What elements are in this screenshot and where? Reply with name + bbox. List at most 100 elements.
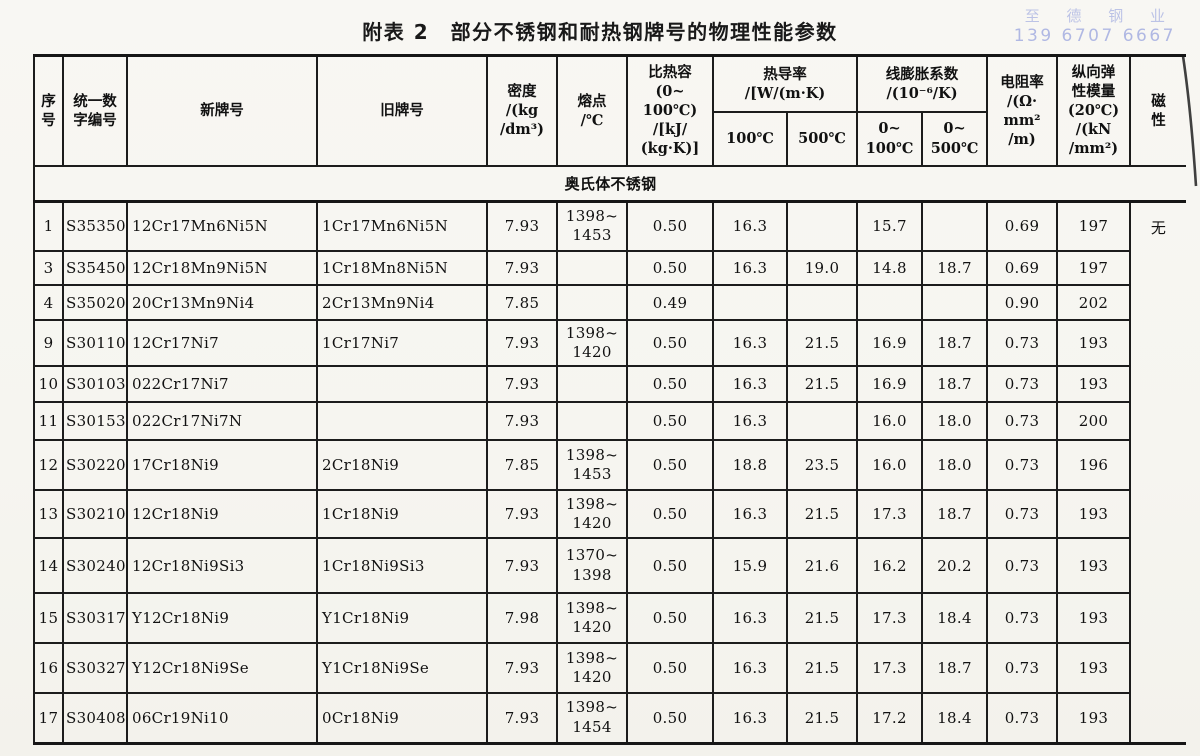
- cell-tc-500: 21.5: [785, 642, 859, 694]
- cell-specific-heat: 0.50: [626, 692, 714, 745]
- cell-melting-point: [556, 250, 628, 286]
- cell-melting-point: 1398~ 1453: [556, 200, 628, 252]
- cell-serial: 10: [33, 365, 64, 403]
- section-header: 奥氏体不锈钢: [32, 164, 1187, 203]
- table-row: 16 S30327 Y12Cr18Ni9Se Y1Cr18Ni9Se 7.93 1398~…: [33, 642, 1186, 694]
- cell-melting-point: 1370~ 1398: [556, 537, 628, 594]
- cell-melting-point: 1398~ 1454: [556, 692, 628, 745]
- cell-old-grade: [316, 365, 488, 403]
- col-header-exp-0-100: 0~ 100℃: [856, 110, 924, 167]
- col-header-unified-code: 统一数 字编号: [62, 54, 128, 167]
- cell-density: 7.93: [486, 319, 558, 367]
- cell-elastic-modulus: 197: [1056, 200, 1132, 252]
- cell-density: 7.98: [486, 592, 558, 644]
- cell-old-grade: 1Cr18Ni9Si3: [316, 537, 488, 594]
- cell-new-grade: Y12Cr18Ni9: [126, 592, 318, 644]
- table-row: 15 S30317 Y12Cr18Ni9 Y1Cr18Ni9 7.98 1398~ 1420…: [33, 592, 1186, 644]
- cell-density: 7.93: [486, 250, 558, 286]
- cell-exp-0-100: 17.2: [856, 692, 924, 745]
- cell-exp-0-100: 15.7: [856, 200, 924, 252]
- cell-resistivity: 0.73: [986, 401, 1059, 441]
- cell-serial: 1: [33, 200, 64, 252]
- cell-exp-0-500: 18.7: [921, 319, 989, 367]
- cell-exp-0-500: 20.2: [921, 537, 989, 594]
- cell-tc-500: [785, 284, 859, 321]
- cell-density: 7.85: [486, 284, 558, 321]
- cell-density: 7.93: [486, 642, 558, 694]
- cell-elastic-modulus: 193: [1056, 319, 1132, 367]
- cell-specific-heat: 0.50: [626, 365, 714, 403]
- cell-exp-0-100: 16.2: [856, 537, 924, 594]
- cell-old-grade: Y1Cr18Ni9: [316, 592, 488, 644]
- table-row: 13 S30210 12Cr18Ni9 1Cr18Ni9 7.93 1398~ 1420 0.…: [33, 489, 1186, 539]
- cell-unified-code: S30240: [62, 537, 128, 594]
- cell-melting-point: [556, 401, 628, 441]
- cell-elastic-modulus: 193: [1056, 365, 1132, 403]
- cell-serial: 15: [33, 592, 64, 644]
- cell-elastic-modulus: 200: [1056, 401, 1132, 441]
- cell-new-grade: 12Cr18Mn9Ni5N: [126, 250, 318, 286]
- table-row: 9 S30110 12Cr17Ni7 1Cr17Ni7 7.93 1398~ 1420 0.5…: [33, 319, 1186, 367]
- cell-tc-100: 18.8: [712, 439, 788, 491]
- cell-elastic-modulus: 196: [1056, 439, 1132, 491]
- cell-unified-code: S30220: [62, 439, 128, 491]
- cell-new-grade: Y12Cr18Ni9Se: [126, 642, 318, 694]
- watermark-phone: 139 6707 6667: [1013, 26, 1176, 46]
- cell-old-grade: [316, 401, 488, 441]
- cell-new-grade: 022Cr17Ni7N: [126, 401, 318, 441]
- cell-serial: 12: [33, 439, 64, 491]
- col-header-new-grade: 新牌号: [126, 54, 318, 167]
- cell-tc-100: 16.3: [712, 592, 788, 644]
- cell-melting-point: 1398~ 1453: [556, 439, 628, 491]
- cell-exp-0-500: 18.4: [921, 592, 989, 644]
- cell-unified-code: S30408: [62, 692, 128, 745]
- cell-exp-0-100: [856, 284, 924, 321]
- cell-resistivity: 0.73: [986, 365, 1059, 403]
- page-title: 附表 2 部分不锈钢和耐热钢牌号的物理性能参数: [362, 20, 838, 44]
- cell-exp-0-500: 18.7: [921, 365, 989, 403]
- col-header-tc-100: 100℃: [712, 110, 788, 167]
- cell-new-grade: 12Cr18Ni9: [126, 489, 318, 539]
- cell-tc-500: 21.5: [785, 365, 859, 403]
- cell-specific-heat: 0.50: [626, 250, 714, 286]
- cell-specific-heat: 0.50: [626, 489, 714, 539]
- cell-elastic-modulus: 193: [1056, 592, 1132, 644]
- cell-old-grade: 1Cr17Ni7: [316, 319, 488, 367]
- cell-exp-0-500: 18.4: [921, 692, 989, 745]
- cell-elastic-modulus: 193: [1056, 692, 1132, 745]
- cell-old-grade: 0Cr18Ni9: [316, 692, 488, 745]
- cell-unified-code: S30317: [62, 592, 128, 644]
- cell-tc-100: 16.3: [712, 489, 788, 539]
- cell-serial: 17: [33, 692, 64, 745]
- cell-exp-0-100: 16.9: [856, 365, 924, 403]
- cell-elastic-modulus: 197: [1056, 250, 1132, 286]
- cell-exp-0-100: 16.0: [856, 439, 924, 491]
- cell-exp-0-100: 14.8: [856, 250, 924, 286]
- cell-exp-0-500: [921, 200, 989, 252]
- cell-resistivity: 0.73: [986, 642, 1059, 694]
- watermark: 至 德 钢 业 139 6707 6667: [1014, 5, 1176, 46]
- col-header-density: 密度/(kg/dm³): [486, 54, 558, 167]
- cell-new-grade: 20Cr13Mn9Ni4: [126, 284, 318, 321]
- cell-exp-0-100: 16.0: [856, 401, 924, 441]
- col-header-magnetism: 磁性: [1129, 54, 1187, 167]
- cell-specific-heat: 0.50: [626, 200, 714, 252]
- cell-exp-0-500: 18.0: [921, 439, 989, 491]
- cell-unified-code: S30110: [62, 319, 128, 367]
- cell-melting-point: 1398~ 1420: [556, 319, 628, 367]
- cell-new-grade: 12Cr17Mn6Ni5N: [126, 200, 318, 252]
- cell-tc-500: 21.6: [785, 537, 859, 594]
- cell-tc-100: 16.3: [712, 401, 788, 441]
- cell-resistivity: 0.73: [986, 489, 1059, 539]
- cell-old-grade: 2Cr18Ni9: [316, 439, 488, 491]
- cell-resistivity: 0.69: [986, 200, 1059, 252]
- cell-old-grade: Y1Cr18Ni9Se: [316, 642, 488, 694]
- cell-tc-500: [785, 401, 859, 441]
- cell-specific-heat: 0.50: [626, 537, 714, 594]
- cell-density: 7.93: [486, 537, 558, 594]
- cell-serial: 11: [33, 401, 64, 441]
- cell-magnetism: 无: [1129, 200, 1187, 745]
- cell-serial: 14: [33, 537, 64, 594]
- col-header-melting-point: 熔点/℃: [556, 54, 628, 167]
- cell-tc-500: 19.0: [785, 250, 859, 286]
